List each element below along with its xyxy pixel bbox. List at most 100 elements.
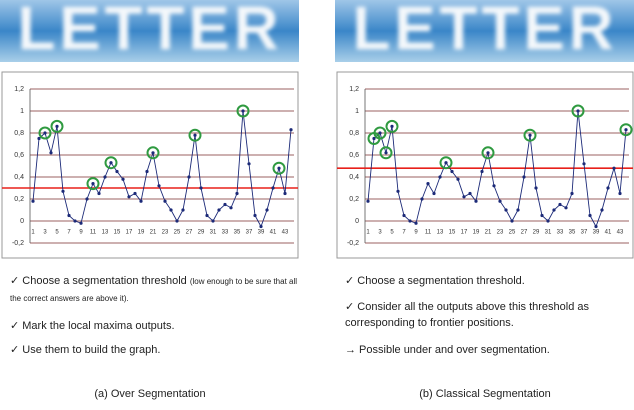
y-tick-label: 0,2 <box>349 196 359 203</box>
y-tick-label: -0,2 <box>347 240 359 247</box>
figure: LETTER-0,200,20,40,60,811,21357911131517… <box>0 0 634 410</box>
x-tick-label: 35 <box>234 230 241 236</box>
bullet: ✓ Choose a segmentation threshold. <box>345 273 620 289</box>
point <box>37 137 40 140</box>
x-tick-label: 21 <box>485 230 492 236</box>
x-tick-label: 23 <box>162 230 169 236</box>
point <box>241 109 244 112</box>
y-tick-label: 0 <box>20 218 24 225</box>
y-tick-label: -0,2 <box>12 240 24 247</box>
point <box>594 225 597 228</box>
point <box>396 190 399 193</box>
point <box>408 219 411 222</box>
point <box>444 161 447 164</box>
point <box>199 186 202 189</box>
x-tick-label: 17 <box>126 230 133 236</box>
point <box>540 214 543 217</box>
point <box>73 219 76 222</box>
x-tick-label: 37 <box>246 230 253 236</box>
point <box>528 134 531 137</box>
x-tick-label: 31 <box>210 230 217 236</box>
point <box>151 151 154 154</box>
point <box>253 214 256 217</box>
caption: (b) Classical Segmentation <box>335 388 634 400</box>
y-tick-label: 0,2 <box>14 196 24 203</box>
point <box>372 137 375 140</box>
point <box>115 170 118 173</box>
point <box>85 197 88 200</box>
point <box>169 208 172 211</box>
point <box>456 178 459 181</box>
x-tick-label: 43 <box>282 230 289 236</box>
bullet: ✓ Consider all the outputs above this th… <box>345 299 620 331</box>
point <box>133 192 136 195</box>
point <box>504 208 507 211</box>
point <box>223 203 226 206</box>
x-tick-label: 37 <box>581 230 588 236</box>
point <box>97 192 100 195</box>
point <box>277 167 280 170</box>
point <box>498 200 501 203</box>
point <box>31 200 34 203</box>
point <box>91 182 94 185</box>
x-tick-label: 13 <box>437 230 444 236</box>
point <box>193 134 196 137</box>
x-tick-label: 13 <box>102 230 109 236</box>
x-tick-label: 25 <box>509 230 516 236</box>
point <box>414 222 417 225</box>
point <box>79 222 82 225</box>
x-tick-label: 39 <box>258 230 265 236</box>
y-tick-label: 0,6 <box>14 152 24 159</box>
point <box>211 219 214 222</box>
point <box>205 214 208 217</box>
x-tick-label: 25 <box>174 230 181 236</box>
x-tick-label: 41 <box>605 230 612 236</box>
x-tick-label: 29 <box>198 230 205 236</box>
point <box>187 175 190 178</box>
point <box>510 219 513 222</box>
point <box>121 178 124 181</box>
point <box>61 190 64 193</box>
point <box>384 151 387 154</box>
point <box>157 184 160 187</box>
point <box>450 170 453 173</box>
point <box>612 167 615 170</box>
point <box>606 186 609 189</box>
x-tick-label: 43 <box>617 230 624 236</box>
point <box>570 192 573 195</box>
y-tick-label: 0,8 <box>14 130 24 137</box>
y-tick-label: 0,4 <box>14 174 24 181</box>
point <box>378 131 381 134</box>
bullet-text: ✓ Consider all the outputs above this th… <box>345 301 589 329</box>
point <box>600 208 603 211</box>
y-tick-label: 1 <box>20 108 24 115</box>
point <box>289 128 292 131</box>
point <box>67 214 70 217</box>
point <box>432 192 435 195</box>
point <box>402 214 405 217</box>
point <box>235 192 238 195</box>
x-tick-label: 31 <box>545 230 552 236</box>
point <box>175 219 178 222</box>
point <box>588 214 591 217</box>
point <box>127 195 130 198</box>
y-tick-label: 0,4 <box>349 174 359 181</box>
y-tick-label: 0,6 <box>349 152 359 159</box>
point <box>486 151 489 154</box>
point <box>522 175 525 178</box>
point <box>474 200 477 203</box>
point <box>564 206 567 209</box>
x-tick-label: 19 <box>138 230 145 236</box>
point <box>366 200 369 203</box>
point <box>426 182 429 185</box>
y-tick-label: 0,8 <box>349 130 359 137</box>
point <box>558 203 561 206</box>
bullet: ✓ Use them to build the graph. <box>10 342 302 358</box>
image-text: LETTER <box>352 0 617 63</box>
point <box>229 206 232 209</box>
point <box>534 186 537 189</box>
x-tick-label: 23 <box>497 230 504 236</box>
point <box>480 170 483 173</box>
point <box>462 195 465 198</box>
x-tick-label: 19 <box>473 230 480 236</box>
